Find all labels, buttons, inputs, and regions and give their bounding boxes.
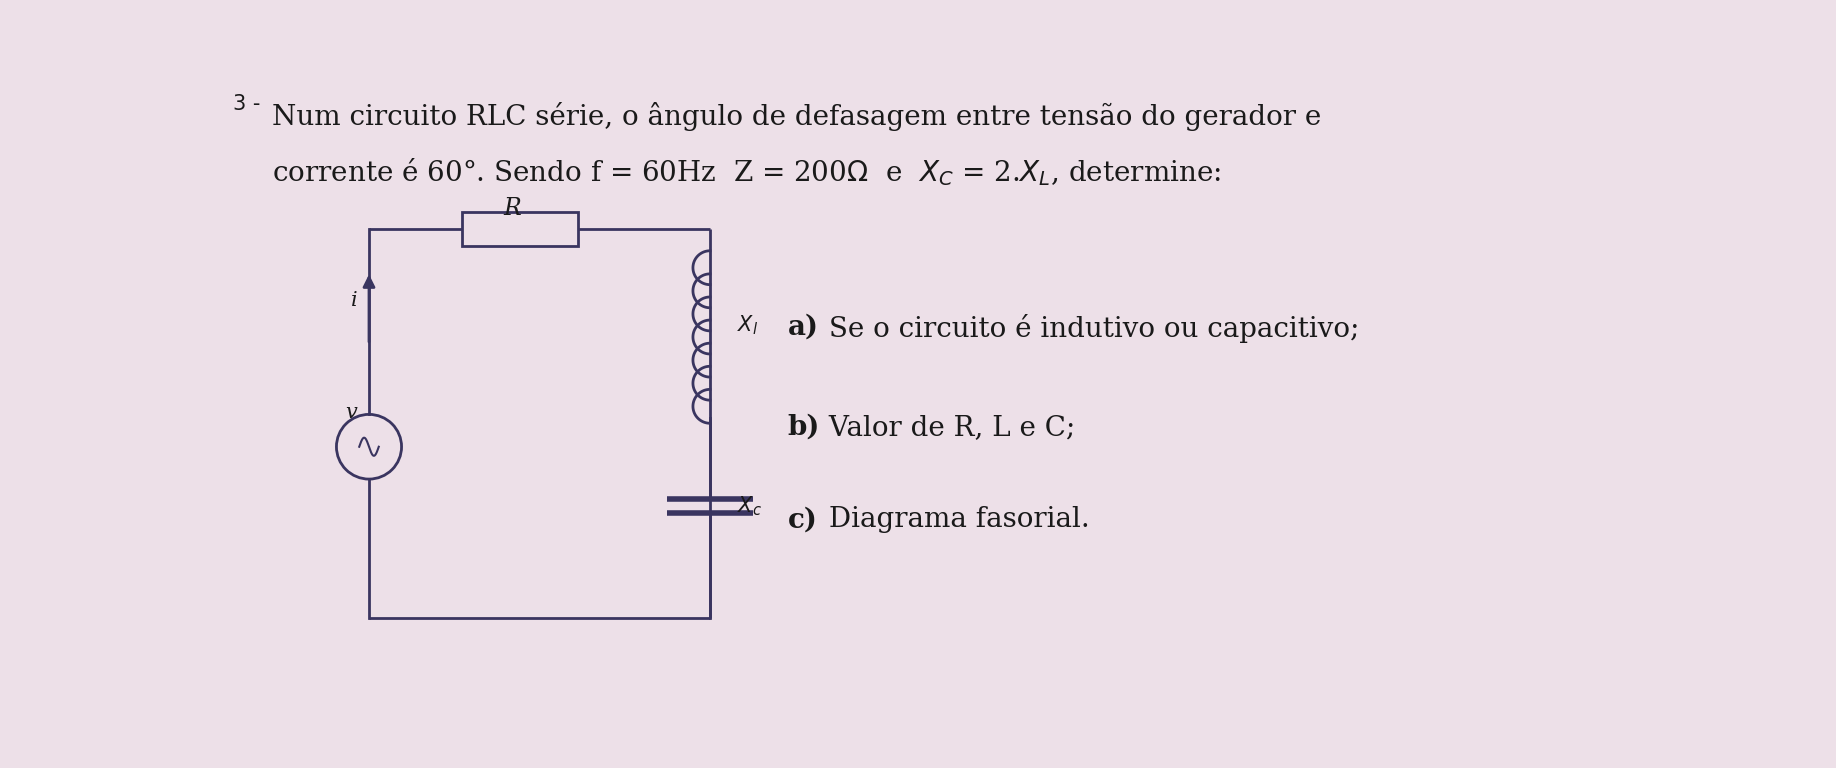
Text: b): b) (788, 414, 821, 441)
Text: $X_{\mathit{l}}$: $X_{\mathit{l}}$ (736, 313, 758, 337)
Text: Valor de R, L e C;: Valor de R, L e C; (821, 414, 1076, 441)
Text: Diagrama fasorial.: Diagrama fasorial. (821, 506, 1091, 534)
Text: Se o circuito é indutivo ou capacitivo;: Se o circuito é indutivo ou capacitivo; (821, 314, 1359, 343)
Text: $X_{\mathit{c}}$: $X_{\mathit{c}}$ (736, 495, 762, 518)
Bar (463, 212, 578, 247)
Text: v: v (345, 402, 358, 422)
Text: R: R (503, 197, 521, 220)
Text: Num circuito RLC série, o ângulo de defasagem entre tensão do gerador e: Num circuito RLC série, o ângulo de defa… (272, 102, 1322, 131)
Text: corrente é 60°. Sendo f = 60Hz  Z = 200$\Omega$  e  $X_C$ = 2.$X_L$, determine:: corrente é 60°. Sendo f = 60Hz Z = 200$\… (272, 156, 1221, 188)
Text: i: i (351, 291, 358, 310)
Text: c): c) (788, 506, 817, 534)
Text: 3 -: 3 - (233, 94, 261, 114)
Text: a): a) (788, 314, 819, 341)
